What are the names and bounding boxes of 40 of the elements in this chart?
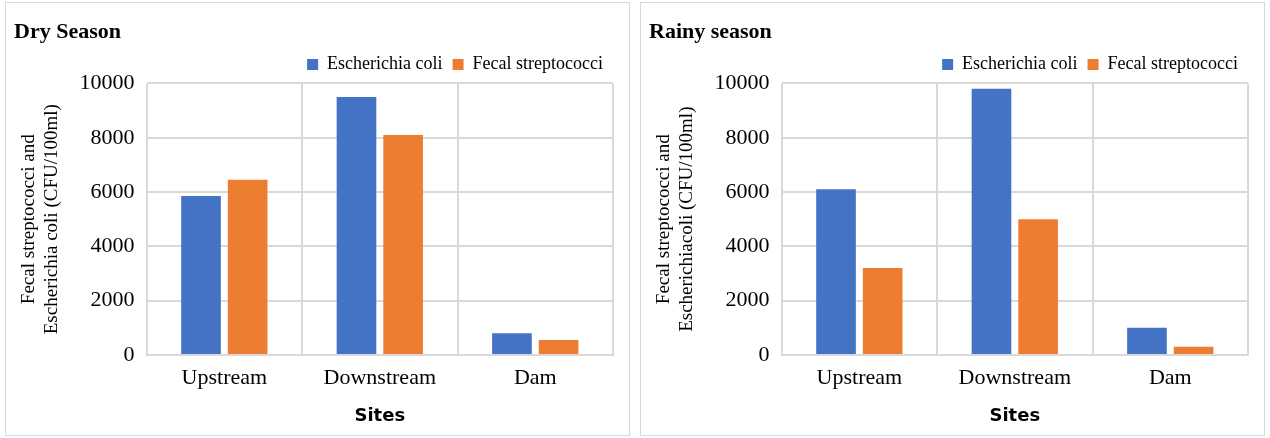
bar [816,189,856,354]
bar [971,88,1012,354]
x-tick-label: Downstream [958,363,1072,389]
chart-title: Rainy season [649,17,772,43]
y-tick-label: 10000 [79,69,135,95]
chart-title: Dry Season [14,17,121,43]
bar [1173,346,1214,354]
y-tick-label: 2000 [725,286,770,312]
x-tick-label: Upstream [181,363,268,389]
y-axis-title: Fecal streptococci and Escherichiacoli (CFU/100ml) [652,106,698,332]
bar [383,135,423,354]
bar [181,196,221,354]
y-tick-label: 8000 [90,123,135,149]
y-axis-title: Fecal streptococci and Escherichia coli (CFU/100ml) [17,104,63,335]
x-tick-label: Downstream [323,363,437,389]
bar [1127,327,1167,354]
y-tick-label: 4000 [725,232,770,258]
y-tick-label: 0 [123,340,135,366]
y-tick-label: 6000 [725,177,770,203]
y-tick-label: 0 [758,340,770,366]
bar [862,268,903,354]
y-tick-label: 8000 [725,123,770,149]
legend-label: Escherichia coli [962,53,1078,74]
legend-label: Escherichia coli [327,53,443,74]
x-tick-label: Dam [513,363,557,389]
x-axis-title: Sites [354,403,406,425]
bar [227,179,268,354]
y-tick-label: 2000 [90,286,135,312]
y-tick-label: 4000 [90,232,135,258]
bar [492,333,532,354]
bar [538,340,579,354]
bar [336,96,377,354]
x-axis-title: Sites [989,403,1041,425]
legend-label: Fecal streptococci [472,53,604,74]
y-tick-label: 10000 [714,69,770,95]
bar [1018,219,1058,354]
legend-label: Fecal streptococci [1107,53,1239,74]
y-tick-label: 6000 [90,177,135,203]
x-tick-label: Upstream [816,363,903,389]
x-tick-label: Dam [1148,363,1192,389]
